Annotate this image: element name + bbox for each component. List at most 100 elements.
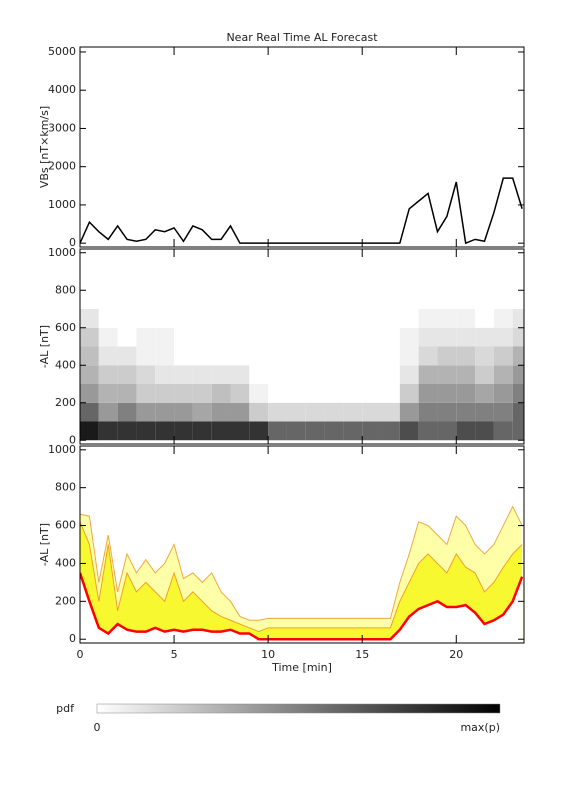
heat-cell xyxy=(362,402,382,422)
heat-cell xyxy=(456,421,476,441)
heat-cell xyxy=(211,327,231,347)
heat-cell xyxy=(305,309,325,328)
y-tick-label: 4000 xyxy=(48,83,76,96)
heat-cell xyxy=(475,421,494,441)
heat-cell xyxy=(512,346,524,366)
y-tick-label: 5000 xyxy=(48,45,76,58)
x-tick-label: 15 xyxy=(355,648,369,661)
heat-cell xyxy=(437,327,457,347)
y-tick-label: 0 xyxy=(69,632,76,645)
heat-cell xyxy=(80,384,99,403)
heat-cell xyxy=(381,421,400,441)
heat-cell xyxy=(117,309,137,328)
heat-cell xyxy=(155,346,175,366)
y-tick-label: 0 xyxy=(69,236,76,249)
y-tick-label: 200 xyxy=(55,396,76,409)
heat-cell xyxy=(324,309,344,328)
axes-frame xyxy=(79,46,525,248)
heat-cell xyxy=(493,327,513,347)
heat-cell xyxy=(343,309,363,328)
heat-cell xyxy=(418,346,438,366)
heat-cell xyxy=(456,384,476,403)
heat-cell xyxy=(324,421,344,441)
heat-cell xyxy=(437,384,457,403)
heat-cell xyxy=(305,384,325,403)
heat-cell xyxy=(98,384,118,403)
heat-cell xyxy=(174,309,193,328)
heat-cell xyxy=(98,327,118,347)
heat-cell xyxy=(98,421,118,441)
heat-cell xyxy=(174,365,193,384)
heat-cell xyxy=(381,309,400,328)
heat-cell xyxy=(286,309,306,328)
heat-cell xyxy=(399,384,419,403)
data-line xyxy=(80,177,523,245)
heat-cell xyxy=(437,365,457,384)
heat-cell xyxy=(174,421,193,441)
heat-cell xyxy=(305,365,325,384)
heat-cell xyxy=(324,402,344,422)
heat-cell xyxy=(324,327,344,347)
chart-title: Near Real Time AL Forecast xyxy=(226,31,378,44)
y-tick-label: 600 xyxy=(55,519,76,532)
heat-cell xyxy=(324,346,344,366)
heat-cell xyxy=(418,365,438,384)
heat-cell xyxy=(117,402,137,422)
heat-cell xyxy=(249,346,269,366)
heat-cell xyxy=(249,365,269,384)
heat-cell xyxy=(211,365,231,384)
heat-cell xyxy=(286,384,306,403)
heat-cell xyxy=(98,309,118,328)
colorbar-max-label: max(p) xyxy=(460,721,500,734)
heat-cell xyxy=(80,365,99,384)
heat-cell xyxy=(155,309,175,328)
y-axis-label: -AL [nT] xyxy=(38,523,51,566)
heat-cell xyxy=(475,384,494,403)
heat-cell xyxy=(418,327,438,347)
heat-cell xyxy=(512,402,524,422)
heat-cell xyxy=(305,402,325,422)
heat-cell xyxy=(286,365,306,384)
heat-cell xyxy=(475,309,494,328)
x-axis-label: Time [min] xyxy=(271,661,332,674)
heat-cell xyxy=(475,402,494,422)
heat-cell xyxy=(418,421,438,441)
colorbar xyxy=(96,703,501,714)
y-axis-label: -AL [nT] xyxy=(38,325,51,368)
heat-cell xyxy=(418,384,438,403)
y-tick-label: 2000 xyxy=(48,160,76,173)
heat-cell xyxy=(362,309,382,328)
heat-cell xyxy=(192,421,212,441)
colorbar-label: pdf xyxy=(56,702,75,715)
heat-cell xyxy=(286,346,306,366)
heat-cell xyxy=(155,421,175,441)
x-tick-label: 0 xyxy=(77,648,84,661)
heat-cell xyxy=(98,402,118,422)
colorbar-min-label: 0 xyxy=(94,721,101,734)
heat-cell xyxy=(437,402,457,422)
heat-cell xyxy=(399,346,419,366)
heat-cell xyxy=(343,384,363,403)
plot-area xyxy=(80,505,524,643)
heat-cell xyxy=(155,402,175,422)
axes-frame xyxy=(79,248,525,445)
heat-cell xyxy=(343,365,363,384)
y-tick-label: 400 xyxy=(55,358,76,371)
heat-cell xyxy=(305,421,325,441)
heat-cell xyxy=(268,421,287,441)
heat-cell xyxy=(192,327,212,347)
heat-cell xyxy=(192,309,212,328)
heat-cell xyxy=(381,327,400,347)
heat-cell xyxy=(249,309,269,328)
y-tick-label: 200 xyxy=(55,594,76,607)
heat-cell xyxy=(155,384,175,403)
band-fill xyxy=(80,572,523,643)
heat-cell xyxy=(136,327,156,347)
heat-cell xyxy=(493,384,513,403)
heat-cell xyxy=(324,365,344,384)
heat-cell xyxy=(230,327,250,347)
heat-cell xyxy=(512,327,524,347)
heat-cell xyxy=(268,402,287,422)
heat-cell xyxy=(456,346,476,366)
y-tick-label: 1000 xyxy=(48,246,76,259)
